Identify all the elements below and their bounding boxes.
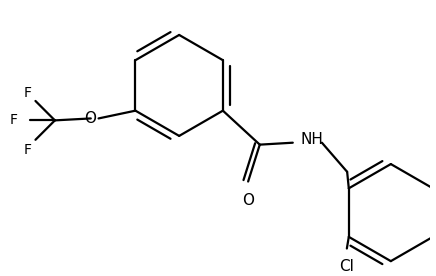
- Text: O: O: [85, 111, 97, 126]
- Text: Cl: Cl: [339, 259, 354, 274]
- Text: F: F: [24, 144, 32, 158]
- Text: F: F: [10, 113, 18, 128]
- Text: NH: NH: [300, 132, 324, 147]
- Text: O: O: [242, 193, 254, 208]
- Text: F: F: [24, 86, 32, 100]
